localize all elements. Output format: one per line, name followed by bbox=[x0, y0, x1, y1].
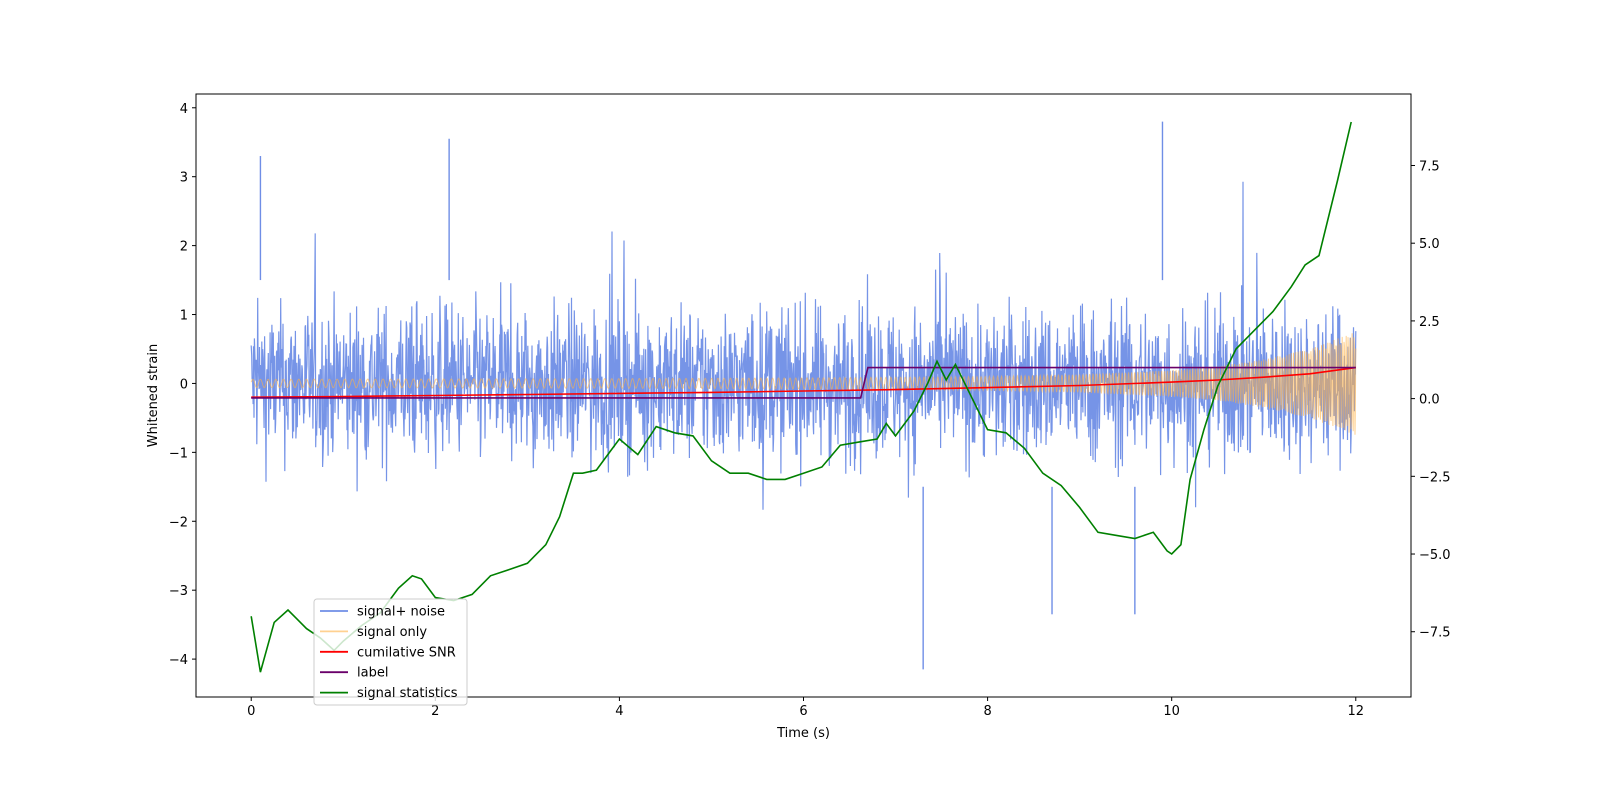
y-tick-label: −3 bbox=[169, 584, 188, 599]
legend: signal+ noise signal only cumilative SNR la… bbox=[313, 598, 468, 706]
y2-tick-label: 5.0 bbox=[1419, 237, 1440, 252]
legend-label: signal+ noise bbox=[357, 605, 445, 620]
y2-tick-label: 0.0 bbox=[1419, 393, 1440, 408]
series-line-signal-noise bbox=[250, 181, 1357, 510]
x-tick-label: 12 bbox=[1347, 704, 1364, 719]
x-tick-label: 10 bbox=[1163, 704, 1180, 719]
y-tick-label: −2 bbox=[169, 515, 188, 530]
series-line-signal-statistics bbox=[250, 121, 1352, 673]
x-axis-label: Time (s) bbox=[776, 726, 830, 741]
x-tick-label: 8 bbox=[983, 704, 991, 719]
legend-label: signal statistics bbox=[357, 686, 458, 701]
y-tick-label: 4 bbox=[180, 102, 188, 117]
y2-tick-label: 2.5 bbox=[1419, 315, 1440, 330]
series-layer bbox=[250, 121, 1357, 673]
y-tick-label: −1 bbox=[169, 446, 188, 461]
series-line-signal-only bbox=[250, 333, 1357, 435]
y-tick-label: −4 bbox=[169, 653, 188, 668]
series-line-label bbox=[251, 366, 1356, 399]
legend-label: signal only bbox=[357, 625, 427, 640]
y-tick-label: 2 bbox=[180, 240, 188, 255]
ticks-layer: 0 2 4 6 8 10 12−4−3−2−101234−7.5−5.0−2.50.02.5… bbox=[169, 102, 1451, 719]
x-tick-label: 0 bbox=[247, 704, 255, 719]
y-axis-label: Whitened strain bbox=[146, 344, 161, 447]
y-tick-label: 1 bbox=[180, 309, 188, 324]
y2-tick-label: −2.5 bbox=[1419, 470, 1451, 485]
legend-label: cumilative SNR bbox=[357, 645, 456, 660]
y-tick-label: 3 bbox=[180, 171, 188, 186]
y2-tick-label: −7.5 bbox=[1419, 626, 1451, 641]
legend-box bbox=[313, 598, 468, 706]
x-tick-label: 6 bbox=[799, 704, 807, 719]
y-tick-label: 0 bbox=[180, 377, 188, 392]
y2-tick-label: 7.5 bbox=[1419, 159, 1440, 174]
series-line-cumilative-snr bbox=[251, 366, 1356, 398]
x-tick-label: 4 bbox=[615, 704, 623, 719]
x-tick-label: 2 bbox=[431, 704, 439, 719]
legend-label: label bbox=[357, 666, 388, 681]
y2-tick-label: −5.0 bbox=[1419, 548, 1451, 563]
